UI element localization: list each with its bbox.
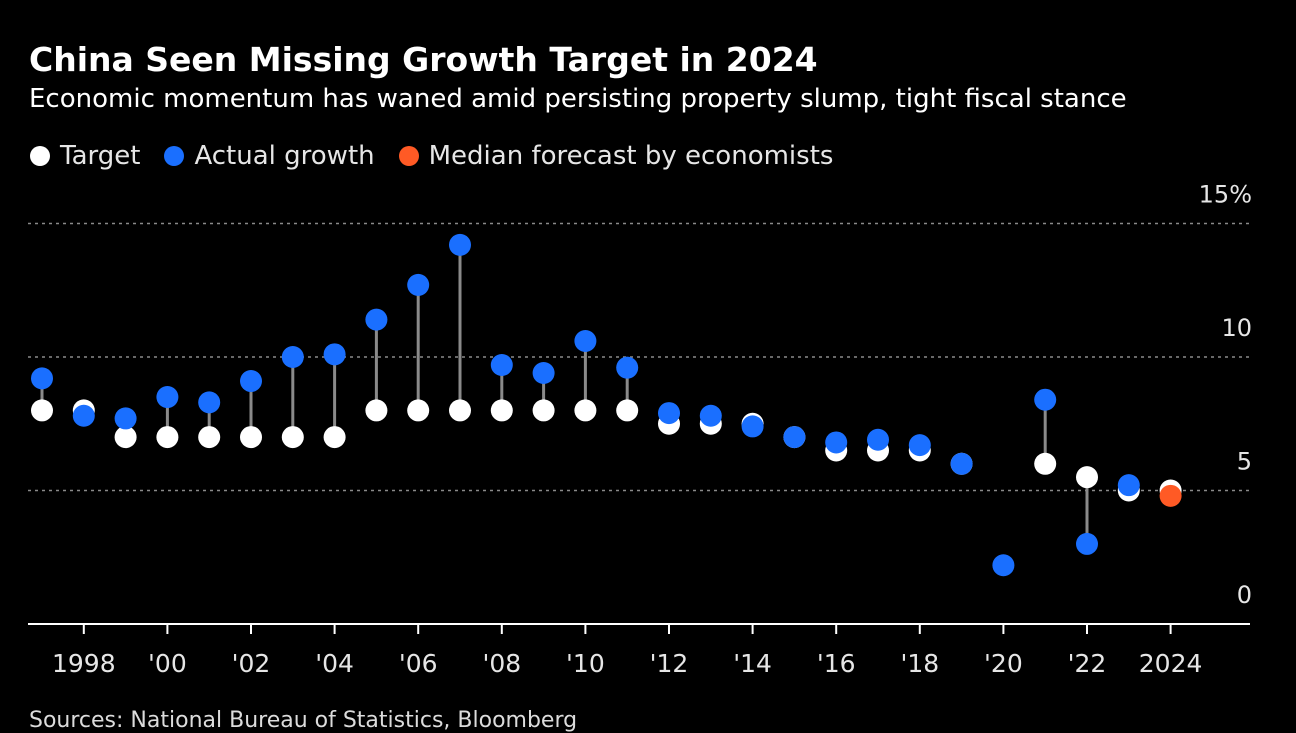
x-tick-label: '02 [232,649,271,678]
actual-point [992,554,1015,577]
actual-point [407,273,430,296]
actual-point [908,434,931,457]
chart-title: China Seen Missing Growth Target in 2024 [29,40,818,79]
actual-point [72,404,95,427]
x-tick-label: 1998 [52,649,116,678]
target-point [490,399,513,422]
x-tick-label: '06 [399,649,438,678]
x-tick-label: '10 [566,649,605,678]
x-tick-label: '16 [817,649,856,678]
y-tick-label: 15% [1199,181,1252,209]
target-point [240,426,262,449]
target-point [407,399,430,422]
actual-point [1034,388,1057,411]
x-tick-label: '12 [650,649,689,678]
x-tick-label: 2024 [1139,649,1203,678]
legend-item-forecast: Median forecast by economists [398,141,834,171]
actual-point [198,391,221,414]
actual-point [156,386,179,409]
actual-point [449,233,471,256]
y-tick-label: 10 [1221,314,1252,342]
actual-point [490,354,513,377]
actual-point [1117,474,1140,497]
x-tick-label: '22 [1068,649,1107,678]
legend-target-label: Target [60,141,141,171]
actual-point [532,362,555,385]
actual-point [365,308,388,331]
actual-point [699,404,722,427]
actual-point [323,343,346,366]
source-note: Sources: National Bureau of Statistics, … [29,708,578,733]
actual-point [240,370,262,393]
x-tick-label: '18 [900,649,939,678]
legend-item-target: Target [30,141,140,171]
actual-point [31,367,53,390]
x-tick-label: '08 [482,649,521,678]
x-tick-label: '14 [733,649,772,678]
legend-actual-dot-icon [164,146,185,166]
legend-forecast-dot-icon [398,146,419,166]
legend-item-actual: Actual growth [164,141,375,171]
target-point [323,426,346,449]
target-point [156,426,179,449]
x-tick-label: '04 [315,649,354,678]
target-point [616,399,639,422]
target-point [31,399,53,422]
target-point [365,399,388,422]
target-point [1076,466,1098,489]
actual-point [1076,532,1098,555]
actual-point [950,452,973,475]
legend-target-dot-icon [30,146,50,166]
y-tick-label: 0 [1237,581,1252,609]
actual-point [574,329,597,352]
target-point [114,426,137,449]
target-point [532,399,555,422]
legend-forecast-label: Median forecast by economists [428,141,834,171]
x-tick-label: '00 [148,649,187,678]
actual-point [281,346,304,368]
x-tick-label: '20 [984,649,1023,678]
target-point [574,399,597,422]
legend-actual-label: Actual growth [194,141,375,171]
target-point [281,426,304,449]
actual-point [114,407,137,430]
actual-point [658,402,680,425]
y-tick-label: 5 [1237,448,1252,476]
actual-point [616,356,639,379]
legend: Target Actual growth Median forecast by … [30,141,857,171]
actual-point [741,415,764,438]
target-point [1034,452,1057,475]
actual-point [783,426,806,449]
target-point [449,399,471,422]
actual-point [825,431,848,454]
chart-subtitle: Economic momentum has waned amid persist… [29,84,1127,114]
actual-point [867,428,889,451]
target-point [198,426,221,449]
forecast-point [1159,484,1182,507]
